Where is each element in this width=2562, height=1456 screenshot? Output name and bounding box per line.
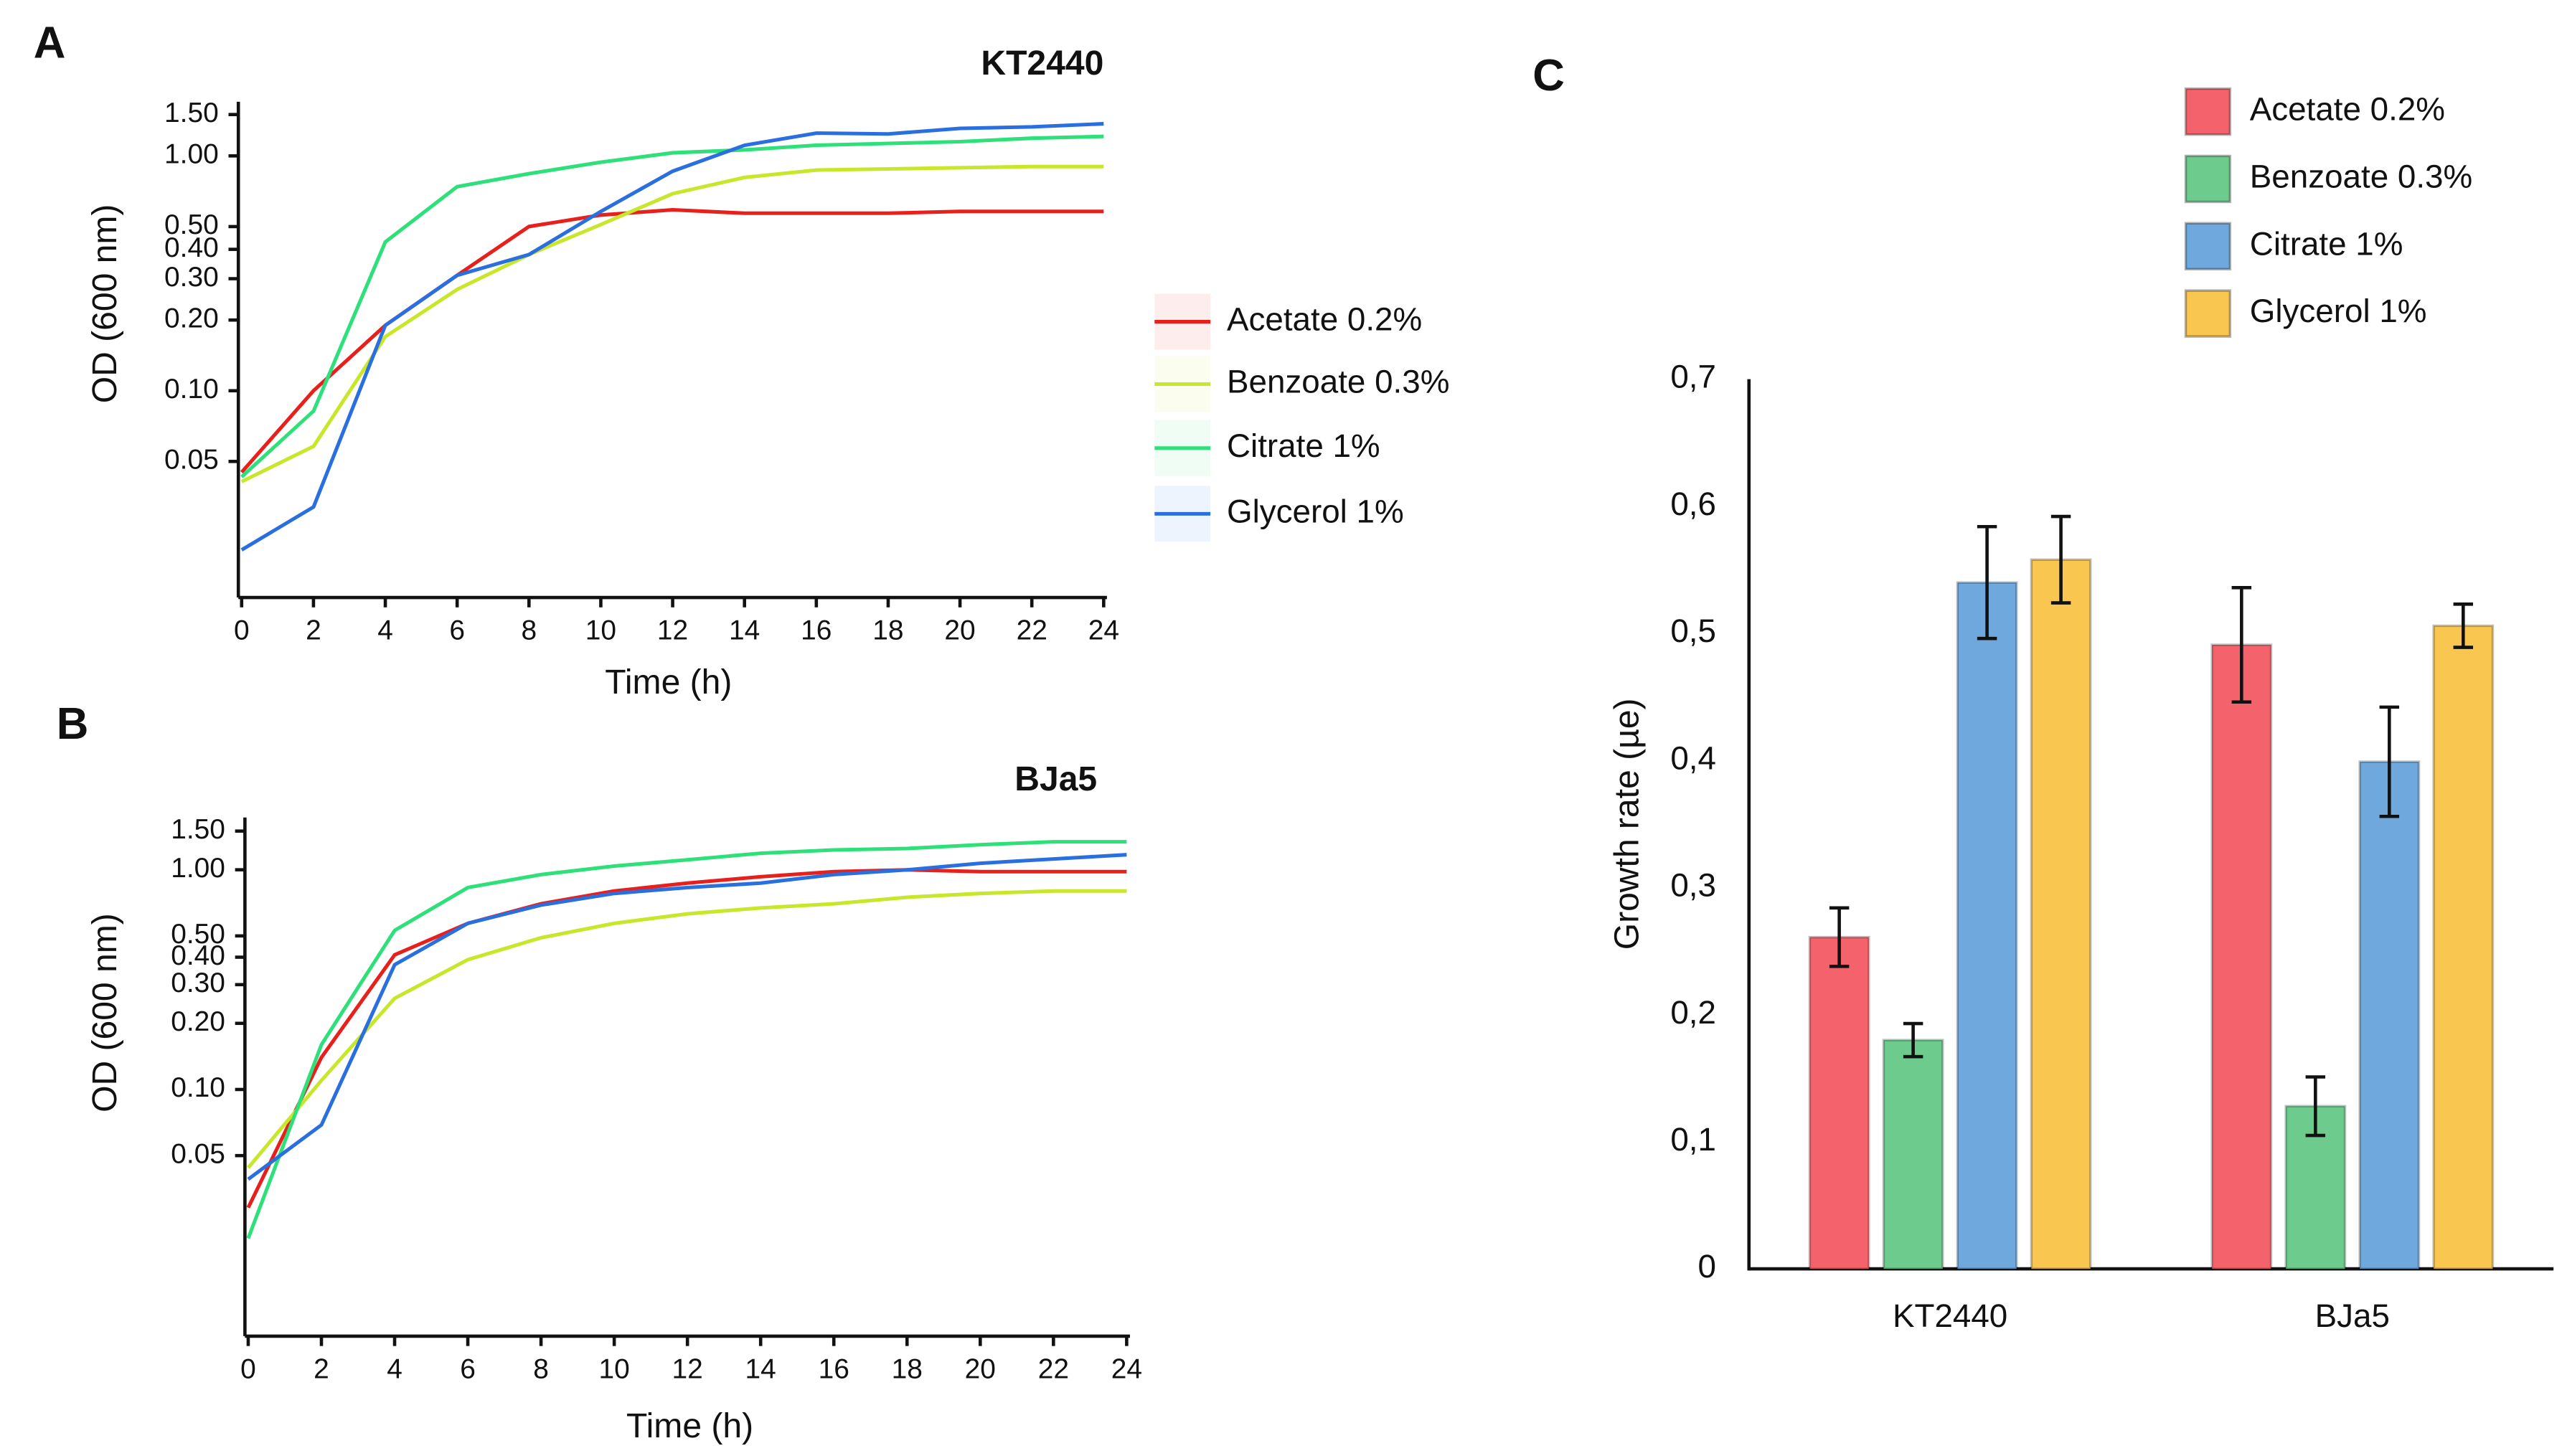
x-axis-title: Time (h) xyxy=(605,663,732,701)
y-tick-label: 0,1 xyxy=(1670,1121,1716,1158)
x-tick-label: 24 xyxy=(1088,615,1119,646)
series-line xyxy=(246,868,1127,1209)
legend-key xyxy=(2184,87,2232,136)
x-tick-label: 20 xyxy=(965,1353,996,1384)
x-tick-label: 6 xyxy=(449,615,465,646)
x-tick-label: 0 xyxy=(234,615,250,646)
x-tick-label: 18 xyxy=(872,615,903,646)
y-tick-label: 0,6 xyxy=(1670,486,1716,522)
x-tick-label: 16 xyxy=(819,1353,849,1384)
series-line xyxy=(240,134,1104,478)
y-tick-label: 0,7 xyxy=(1670,359,1716,395)
x-axis-title: Time (h) xyxy=(626,1407,753,1445)
series-line xyxy=(246,840,1127,1239)
y-tick-label: 0.40 xyxy=(164,232,219,263)
chart-title: BJa5 xyxy=(1014,760,1097,798)
bar xyxy=(2030,558,2092,1270)
legend-label: Glycerol 1% xyxy=(1227,493,1404,529)
series-line xyxy=(240,122,1104,552)
x-tick-label: 2 xyxy=(314,1353,329,1384)
x-tick-label: 14 xyxy=(729,615,760,646)
x-tick-label: 16 xyxy=(801,615,832,646)
y-tick-label: 0.20 xyxy=(164,303,219,334)
legend-label: Citrate 1% xyxy=(2250,225,2403,262)
error-bar xyxy=(1903,1021,1923,1059)
x-tick-label: 6 xyxy=(460,1353,476,1384)
x-tick-label: 0 xyxy=(240,1353,256,1384)
legend-label: Benzoate 0.3% xyxy=(1227,364,1449,400)
y-tick-label: 0.50 xyxy=(171,919,225,950)
panel-label: B xyxy=(57,699,89,749)
error-bar xyxy=(1829,906,1850,968)
error-bar xyxy=(2050,514,2071,605)
y-tick-label: 1.50 xyxy=(164,98,219,128)
bar xyxy=(1956,581,2018,1270)
bar xyxy=(2358,760,2421,1270)
y-tick-label: 0.10 xyxy=(164,374,219,405)
x-tick-label: BJa5 xyxy=(2315,1297,2390,1334)
legend-label: Glycerol 1% xyxy=(2250,293,2427,329)
x-tick-label: 14 xyxy=(745,1353,776,1384)
y-tick-label: 0.20 xyxy=(171,1006,225,1037)
error-bar xyxy=(2453,602,2474,649)
y-tick-label: 0.05 xyxy=(164,445,219,476)
x-tick-label: 12 xyxy=(657,615,688,646)
x-tick-label: 4 xyxy=(387,1353,402,1384)
x-tick-label: 8 xyxy=(533,1353,549,1384)
y-axis-title: Growth rate (µe) xyxy=(1607,699,1646,950)
y-axis-title: OD (600 nm) xyxy=(85,204,124,404)
legend-label: Benzoate 0.3% xyxy=(2250,159,2472,195)
series-line xyxy=(240,164,1104,483)
x-tick-label: 22 xyxy=(1017,615,1047,646)
legend-label: Citrate 1% xyxy=(1227,427,1380,464)
y-tick-label: 0.05 xyxy=(171,1138,225,1169)
legend-key xyxy=(2184,154,2232,204)
y-tick-label: 1.50 xyxy=(171,814,225,845)
y-tick-label: 0,4 xyxy=(1670,739,1716,776)
error-bar xyxy=(1977,524,1997,640)
error-bar xyxy=(2231,585,2252,704)
y-tick-label: 0,2 xyxy=(1670,994,1716,1031)
x-tick-label: 18 xyxy=(892,1353,923,1384)
y-tick-label: 0.40 xyxy=(171,940,225,971)
bar xyxy=(2432,624,2495,1270)
x-tick-label: 8 xyxy=(521,615,537,646)
y-axis-title: OD (600 nm) xyxy=(85,913,124,1112)
bar xyxy=(1882,1039,1944,1270)
x-tick-label: 4 xyxy=(377,615,393,646)
x-tick-label: 10 xyxy=(585,615,616,646)
y-tick-label: 0.30 xyxy=(171,968,225,998)
y-tick-label: 0,3 xyxy=(1670,867,1716,904)
y-tick-label: 0 xyxy=(1698,1248,1716,1285)
x-tick-label: 24 xyxy=(1111,1353,1142,1384)
y-tick-label: 1.00 xyxy=(164,139,219,170)
bar xyxy=(2210,643,2273,1270)
x-tick-label: 10 xyxy=(598,1353,629,1384)
x-tick-label: 12 xyxy=(672,1353,703,1384)
bar xyxy=(1808,935,1870,1270)
x-tick-label: KT2440 xyxy=(1893,1297,2007,1334)
series-line xyxy=(247,889,1127,1169)
panel-label: A xyxy=(34,18,66,67)
y-tick-label: 0.50 xyxy=(164,209,219,240)
error-bar xyxy=(2305,1075,2326,1138)
x-tick-label: 20 xyxy=(944,615,975,646)
error-bar xyxy=(2379,705,2400,818)
x-tick-label: 22 xyxy=(1038,1353,1069,1384)
legend-key xyxy=(2184,222,2232,271)
panel-label: C xyxy=(1532,51,1565,100)
series-line xyxy=(247,853,1127,1181)
y-tick-label: 0,5 xyxy=(1670,613,1716,649)
y-tick-label: 0.10 xyxy=(171,1072,225,1103)
y-tick-label: 1.00 xyxy=(171,853,225,884)
x-tick-label: 2 xyxy=(306,615,321,646)
legend-key xyxy=(2184,289,2232,338)
chart-title: KT2440 xyxy=(981,44,1103,82)
series-line xyxy=(240,207,1104,474)
legend-label: Acetate 0.2% xyxy=(2250,91,2445,128)
y-tick-label: 0.30 xyxy=(164,262,219,293)
legend-label: Acetate 0.2% xyxy=(1227,301,1422,338)
